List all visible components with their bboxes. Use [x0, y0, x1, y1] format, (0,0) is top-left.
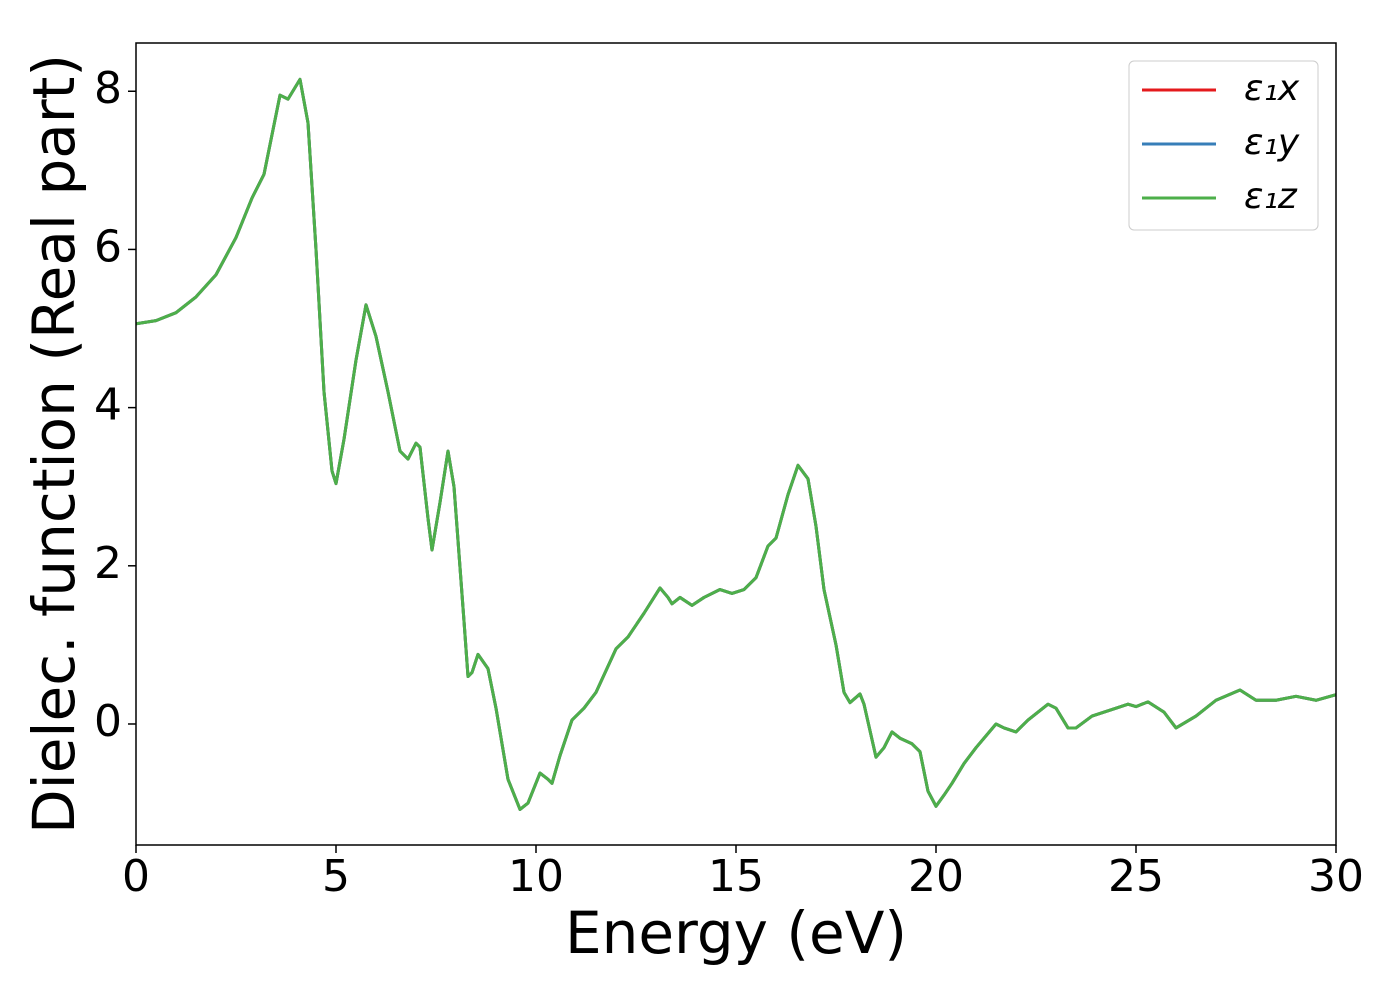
- legend-label: ε₁y: [1244, 122, 1300, 163]
- x-tick-label: 15: [708, 851, 764, 902]
- x-tick-label: 25: [1108, 851, 1164, 902]
- y-tick-label: 6: [94, 221, 122, 272]
- x-tick-label: 0: [122, 851, 150, 902]
- y-tick-label: 4: [94, 380, 122, 431]
- legend-label: ε₁x: [1244, 68, 1300, 109]
- y-axis-label: Dielec. function (Real part): [20, 54, 88, 834]
- x-axis-label: Energy (eV): [565, 899, 907, 967]
- y-tick-label: 2: [94, 538, 122, 589]
- x-tick-label: 20: [908, 851, 964, 902]
- legend-label: ε₁z: [1244, 176, 1298, 217]
- y-tick-label: 0: [94, 696, 122, 747]
- x-tick-label: 30: [1308, 851, 1364, 902]
- legend-box: [1128, 60, 1319, 231]
- x-tick-label: 5: [322, 851, 350, 902]
- y-tick-label: 8: [94, 63, 122, 114]
- series-line: [136, 77, 1336, 811]
- plot-frame: [135, 42, 1337, 846]
- x-tick-label: 10: [508, 851, 564, 902]
